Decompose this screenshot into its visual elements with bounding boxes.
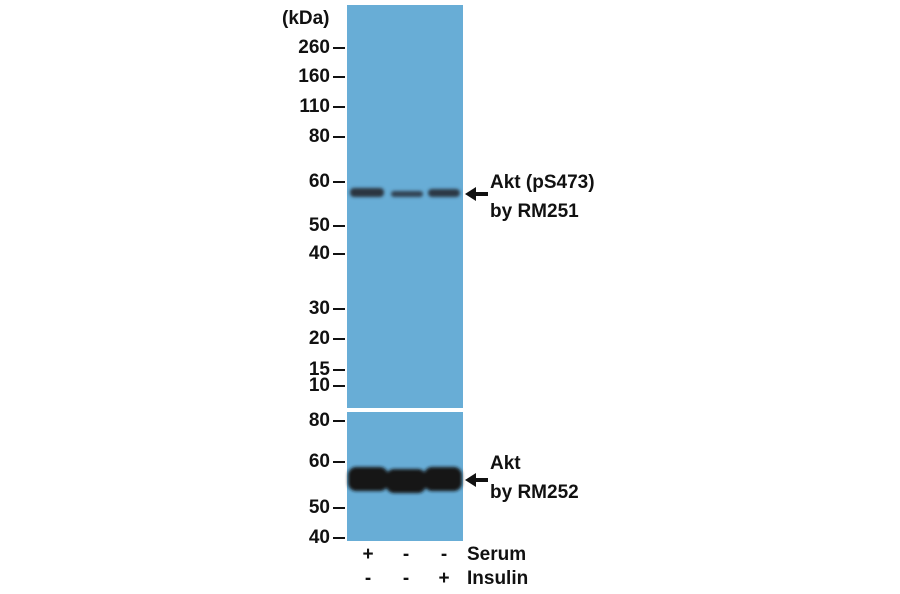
marker-label: 60 [309,171,330,192]
bands [348,188,462,493]
marker-label: 260 [298,37,330,58]
marker-label: 60 [309,451,330,472]
arrow [465,473,488,487]
marker-label: 80 [309,410,330,431]
band [424,467,462,491]
condition-label: Insulin [467,568,528,589]
lane-sign: - [403,544,409,565]
marker-label: 50 [309,497,330,518]
band-label: Akt [490,453,521,474]
band-label: Akt (pS473) [490,172,595,193]
condition-label: Serum [467,544,526,565]
band [428,189,460,197]
band [348,467,388,491]
band [350,188,384,197]
lane-sign: - [365,568,371,589]
band [391,191,423,197]
marker-label: 15 [309,359,331,380]
band-label: by RM252 [490,482,579,503]
top-blot [347,5,463,408]
lane-sign: - [441,544,447,565]
marker-label: 30 [309,298,330,319]
marker-label: 160 [298,66,330,87]
band [386,469,426,493]
lane-sign: + [362,544,373,565]
unit-label: (kDa) [282,8,330,29]
arrow [465,187,488,201]
marker-label: 110 [299,96,330,117]
band-label: by RM251 [490,201,579,222]
marker-label: 50 [309,215,330,236]
lane-sign: + [438,568,449,589]
marker-label: 20 [309,328,330,349]
lane-sign: - [403,568,409,589]
marker-label: 40 [309,243,330,264]
marker-label: 10 [309,375,330,396]
marker-label: 40 [309,527,330,548]
marker-label: 80 [309,126,330,147]
